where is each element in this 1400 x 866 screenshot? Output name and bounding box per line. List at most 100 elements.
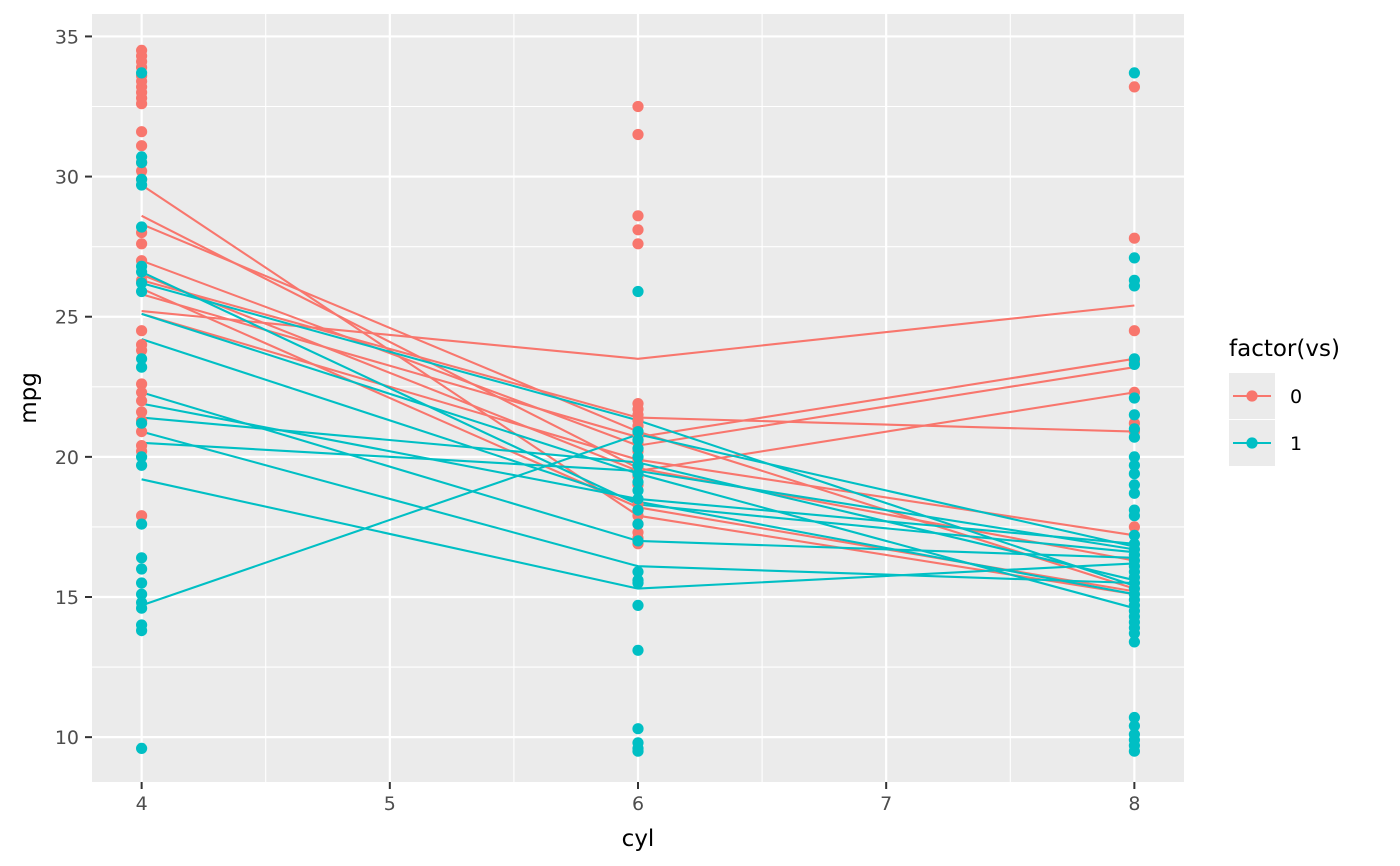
series-1-point [136,353,148,365]
series-0-point [136,378,148,390]
series-1-point [632,577,644,589]
series-1-point [632,484,644,497]
series-1-point [1128,423,1140,435]
series-1-point [632,476,644,488]
legend-key-1-point [1246,437,1258,449]
series-1-point [1128,479,1140,491]
series-1-point [632,518,644,530]
y-tick-label: 30 [55,167,79,189]
series-1-point [136,451,148,463]
series-1-point [1128,67,1140,79]
series-1-point [136,552,148,564]
x-tick-label: 8 [1128,793,1140,815]
series-1-point [632,723,644,735]
series-0-point [632,238,644,250]
legend: factor(vs) 01 [1229,336,1340,466]
series-0-point [136,406,148,418]
series-0-point [632,224,644,236]
series-1-point [632,566,644,578]
series-0-point [136,325,148,337]
series-0-point [1128,81,1140,93]
x-tick-label: 7 [880,793,892,815]
series-1-point [632,468,644,480]
series-1-point [632,504,644,516]
series-1-point [1128,711,1140,724]
series-1-point [1128,636,1140,648]
axes: 4 5 6 7 8 10 15 20 25 30 35 [55,26,1141,815]
series-1-point [632,535,644,547]
x-tick-label: 4 [136,793,148,815]
legend-keys: 01 [1229,373,1302,466]
series-1-point [632,459,644,471]
series-1-point [136,459,148,471]
x-tick-label: 6 [632,793,644,815]
series-1-point [632,434,644,446]
legend-key-0-point [1246,390,1258,402]
series-1-point [1128,392,1140,404]
series-1-point [136,588,148,600]
series-1-point [1128,529,1140,541]
series-1-point [1128,720,1140,732]
series-0-point [1128,325,1140,337]
series-1-point [136,602,148,614]
x-axis-title: cyl [622,826,655,852]
y-tick-label: 20 [55,447,79,469]
series-1-point [1128,280,1140,292]
series-1-point [136,67,148,79]
series-1-point [136,625,148,637]
series-1-point [1128,451,1140,463]
series-1-point [1128,487,1140,499]
series-1-point [632,442,644,455]
series-0-line [141,304,1135,360]
x-tick-label: 5 [384,793,396,815]
series-0-point [632,100,644,113]
series-1-point [632,644,644,656]
series-0-point [136,426,148,438]
legend-label-1: 1 [1290,433,1302,455]
series-1-point [136,518,148,530]
series-1-point [1128,745,1140,757]
legend-title: factor(vs) [1229,336,1340,362]
series-1-point [632,426,644,438]
series-0-point [1128,521,1140,533]
series-0-point [136,140,148,152]
series-1-point [136,417,148,429]
series-1-point [632,745,644,757]
series-0-point [136,98,148,110]
y-tick-label: 35 [55,26,79,48]
series-1-point [1128,627,1140,640]
series-1-point [136,277,148,289]
series-0-point [136,386,148,398]
legend-label-0: 0 [1290,386,1302,408]
series-1-point [136,577,148,589]
series-0-point [136,238,148,250]
series-1-point [136,179,148,191]
y-tick-label: 25 [55,307,79,329]
series-1-point [1128,459,1140,471]
series-1-point [632,451,644,463]
series-1-point [1128,252,1140,264]
series-0-point [136,510,148,522]
series-1-point [136,285,148,298]
series-0-point [136,126,148,138]
series-1-point [1128,431,1140,443]
series-1-point [136,266,148,278]
y-axis-title: mpg [16,372,42,424]
series-1-point [136,157,148,169]
series-points [136,44,1140,757]
series-1-point [136,742,148,755]
series-0-point [632,128,644,141]
series-1-point [136,221,148,233]
series-1-point [632,599,644,612]
series-0-point [632,210,644,222]
y-tick-label: 15 [55,587,79,609]
series-0-point [136,165,148,177]
series-1-point [136,563,148,575]
series-1-point [632,493,644,505]
series-1-point [1128,510,1140,522]
series-0-point [1128,232,1140,244]
series-1-point [1128,358,1140,370]
y-tick-label: 10 [55,727,79,749]
series-1-point [136,361,148,373]
